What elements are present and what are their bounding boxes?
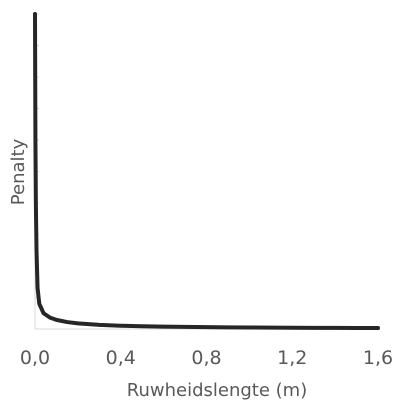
x-tick-label: 1,2 bbox=[277, 347, 307, 369]
x-tick-label: 1,6 bbox=[363, 347, 393, 369]
x-tick-label: 0,8 bbox=[191, 347, 221, 369]
x-tick-label: 0,4 bbox=[106, 347, 136, 369]
x-axis-title: Ruwheidslengte (m) bbox=[127, 380, 307, 401]
series-layer bbox=[33, 12, 380, 331]
y-axis-title: Penalty bbox=[8, 138, 29, 205]
axes bbox=[34, 13, 378, 330]
x-tick-label: 0,0 bbox=[20, 347, 50, 369]
x-tick-labels: 0,0 0,4 0,8 1,2 1,6 bbox=[20, 347, 393, 369]
series-line bbox=[33, 12, 380, 331]
